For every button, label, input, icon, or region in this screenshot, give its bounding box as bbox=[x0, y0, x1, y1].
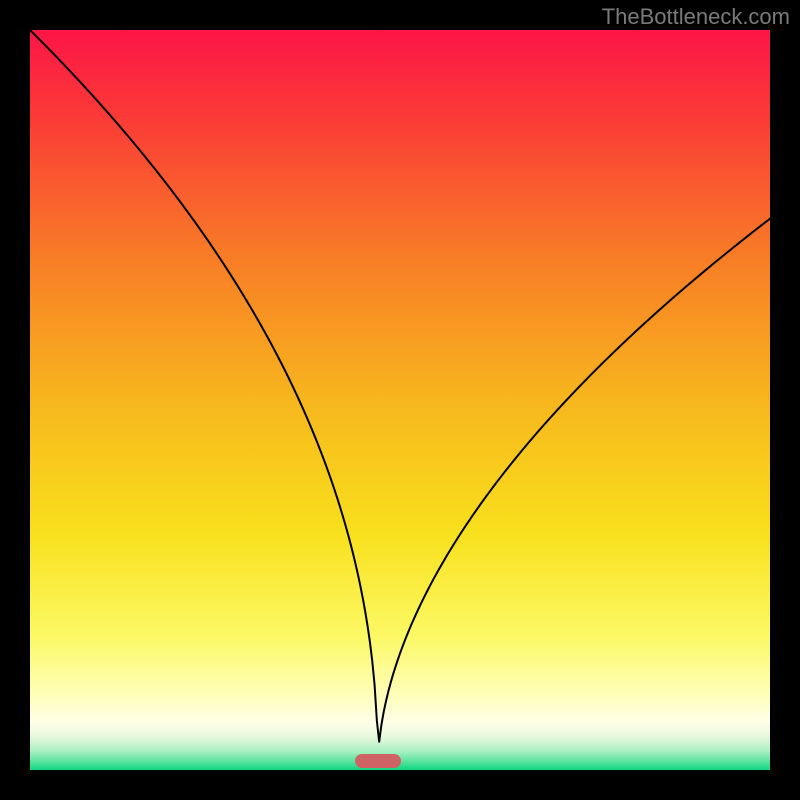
watermark-text: TheBottleneck.com bbox=[602, 4, 790, 30]
plot-gradient-area bbox=[30, 30, 770, 770]
bottleneck-marker bbox=[355, 754, 401, 768]
chart-container: TheBottleneck.com bbox=[0, 0, 800, 800]
